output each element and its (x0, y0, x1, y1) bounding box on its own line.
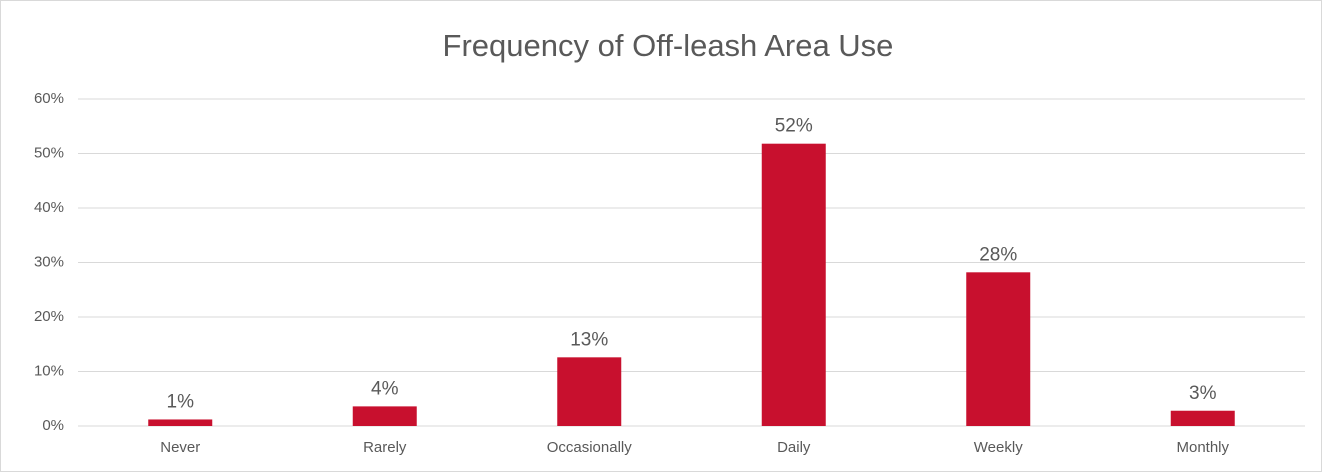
bar (761, 143, 826, 426)
data-label: 13% (570, 329, 608, 350)
data-label: 3% (1189, 383, 1217, 404)
y-tick-label: 30% (34, 253, 64, 270)
x-tick-label: Never (160, 439, 200, 456)
bar (1170, 410, 1235, 426)
x-tick-label: Daily (777, 439, 811, 456)
bar (966, 272, 1031, 426)
y-tick-label: 50% (34, 144, 64, 161)
data-label: 52% (775, 116, 813, 137)
x-tick-label: Monthly (1176, 439, 1229, 456)
data-label: 4% (371, 378, 399, 399)
y-tick-label: 0% (42, 417, 64, 434)
x-tick-label: Occasionally (547, 439, 633, 456)
y-tick-label: 40% (34, 199, 64, 216)
data-label: 28% (979, 244, 1017, 265)
x-tick-label: Rarely (363, 439, 407, 456)
y-tick-label: 20% (34, 308, 64, 325)
bar (148, 419, 213, 426)
y-tick-label: 10% (34, 362, 64, 379)
x-tick-label: Weekly (974, 439, 1023, 456)
data-label: 1% (167, 391, 195, 412)
bar (352, 406, 417, 426)
bar (557, 357, 622, 426)
y-tick-label: 60% (34, 90, 64, 107)
chart-title: Frequency of Off-leash Area Use (443, 28, 894, 63)
